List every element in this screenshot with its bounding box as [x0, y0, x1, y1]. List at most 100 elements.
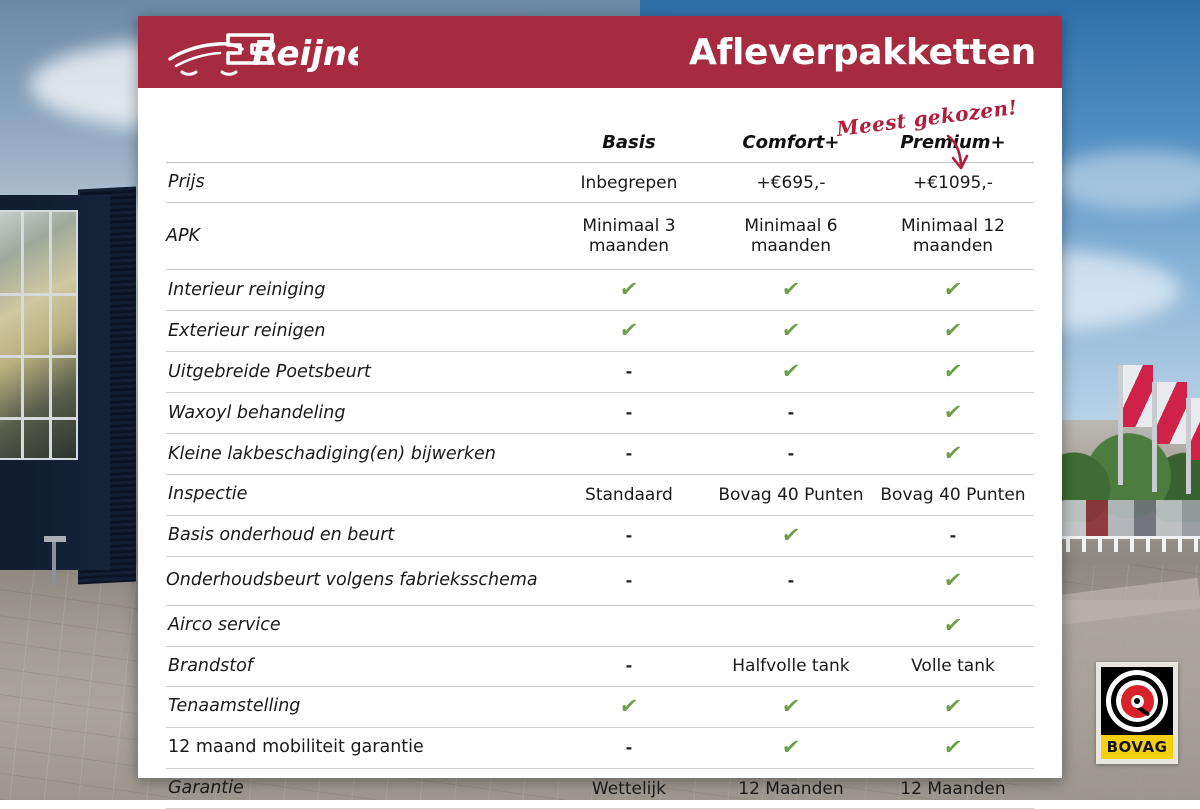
- feature-value-cell: ✔: [872, 270, 1034, 311]
- feature-label: Prijs: [166, 163, 548, 203]
- feature-value-cell: Wettelijk: [548, 769, 710, 809]
- feature-label: Interieur reiniging: [166, 270, 548, 311]
- feature-label: Waxoyl behandeling: [166, 393, 548, 434]
- banner-flag: [1186, 398, 1191, 494]
- feature-value-cell: Inbegrepen: [548, 163, 710, 203]
- value-text: Wettelijk: [592, 779, 666, 799]
- feature-label: Garantie: [166, 769, 548, 809]
- table-row: 12 maand mobiliteit garantie-✔✔: [166, 728, 1034, 769]
- check-icon: ✔: [781, 279, 802, 300]
- not-included-dash: -: [626, 444, 633, 463]
- bovag-wordmark: BOVAG: [1101, 735, 1173, 759]
- check-icon: ✔: [943, 570, 964, 591]
- afleverpakketten-card: Reijnen Afleverpakketten Meest gekozen! …: [138, 16, 1062, 778]
- page-title: Afleverpakketten: [689, 32, 1036, 73]
- feature-value-cell: ✔: [710, 311, 872, 352]
- check-icon: ✔: [943, 443, 964, 464]
- banner-flag: [1152, 382, 1157, 492]
- check-icon: ✔: [781, 525, 802, 546]
- table-header-row: Basis Comfort+ Premium+: [166, 88, 1034, 163]
- table-row: Tenaamstelling ✔ ✔ ✔: [166, 687, 1034, 728]
- reijnen-wordmark: Reijnen: [252, 34, 358, 74]
- not-included-dash: -: [626, 362, 633, 381]
- feature-value-cell: [710, 605, 872, 646]
- feature-value-cell: ✔: [872, 728, 1034, 769]
- feature-value-cell: -: [548, 393, 710, 434]
- check-icon: ✔: [619, 320, 640, 341]
- column-header-premium[interactable]: Premium+: [872, 88, 1034, 163]
- feature-label: Brandstof: [166, 646, 548, 686]
- feature-value-cell: ✔: [548, 687, 710, 728]
- feature-label: Airco service: [166, 605, 548, 646]
- feature-value-cell: [548, 605, 710, 646]
- bovag-logo: BOVAG: [1096, 662, 1178, 764]
- check-icon: ✔: [781, 320, 802, 341]
- feature-value-cell: Minimaal 12 maanden: [872, 203, 1034, 270]
- street-pole-top: [44, 536, 66, 542]
- check-icon: ✔: [619, 279, 640, 300]
- column-header-basis[interactable]: Basis: [548, 88, 710, 163]
- table-row: Exterieur reinigen✔✔✔: [166, 311, 1034, 352]
- feature-value-cell: -: [872, 515, 1034, 556]
- not-included-dash: -: [626, 738, 633, 757]
- column-header-feature: [166, 88, 548, 163]
- feature-value-cell: ✔: [710, 352, 872, 393]
- check-icon: ✔: [781, 737, 802, 758]
- value-text: Bovag 40 Punten: [880, 485, 1025, 505]
- bovag-wordmark-text: BOVAG: [1107, 738, 1168, 756]
- column-header-comfort[interactable]: Comfort+: [710, 88, 872, 163]
- feature-value-cell: ✔: [872, 434, 1034, 475]
- feature-value-cell: Minimaal 6 maanden: [710, 203, 872, 270]
- value-text: Minimaal 12 maanden: [872, 216, 1034, 256]
- not-included-dash: -: [788, 403, 795, 422]
- feature-value-cell: Standaard: [548, 475, 710, 515]
- table-row: Interieur reiniging ✔ ✔ ✔: [166, 270, 1034, 311]
- table-row: Uitgebreide Poetsbeurt-✔✔: [166, 352, 1034, 393]
- check-icon: ✔: [781, 696, 802, 717]
- feature-value-cell: ✔: [710, 687, 872, 728]
- feature-value-cell: Minimaal 3 maanden: [548, 203, 710, 270]
- feature-value-cell: -: [548, 646, 710, 686]
- feature-value-cell: -: [710, 393, 872, 434]
- feature-value-cell: Bovag 40 Punten: [872, 475, 1034, 515]
- feature-value-cell: +€1095,-: [872, 163, 1034, 203]
- value-text: 12 Maanden: [900, 779, 1005, 799]
- not-included-dash: -: [626, 526, 633, 545]
- not-included-dash: -: [788, 444, 795, 463]
- value-text: Standaard: [585, 485, 673, 505]
- feature-value-cell: 12 Maanden: [710, 769, 872, 809]
- not-included-dash: -: [626, 403, 633, 422]
- feature-value-cell: -: [548, 556, 710, 605]
- feature-value-cell: -: [548, 352, 710, 393]
- feature-value-cell: -: [710, 434, 872, 475]
- comparison-table-wrapper: Meest gekozen! Basis Comfort+ Premium+ P…: [138, 88, 1062, 809]
- feature-label: Tenaamstelling: [166, 687, 548, 728]
- value-text: Volle tank: [911, 656, 995, 676]
- check-icon: ✔: [943, 737, 964, 758]
- check-icon: ✔: [943, 696, 964, 717]
- reijnen-logo: Reijnen: [166, 25, 358, 79]
- feature-value-cell: Volle tank: [872, 646, 1034, 686]
- feature-value-cell: -: [548, 434, 710, 475]
- value-text: +€1095,-: [913, 173, 993, 193]
- feature-value-cell: 12 Maanden: [872, 769, 1034, 809]
- value-text: Minimaal 6 maanden: [710, 216, 872, 256]
- check-icon: ✔: [943, 279, 964, 300]
- feature-value-cell: ✔: [710, 270, 872, 311]
- value-text: Minimaal 3 maanden: [548, 216, 710, 256]
- feature-value-cell: +€695,-: [710, 163, 872, 203]
- feature-value-cell: ✔: [710, 515, 872, 556]
- check-icon: ✔: [619, 696, 640, 717]
- value-text: Halfvolle tank: [732, 656, 849, 676]
- value-text: +€695,-: [756, 173, 825, 193]
- feature-value-cell: ✔: [548, 311, 710, 352]
- table-row: Basis onderhoud en beurt-✔-: [166, 515, 1034, 556]
- table-row: Brandstof- Halfvolle tank Volle tank: [166, 646, 1034, 686]
- check-icon: ✔: [943, 615, 964, 636]
- feature-value-cell: ✔: [872, 352, 1034, 393]
- table-row: Onderhoudsbeurt volgens fabrieksschema--…: [166, 556, 1034, 605]
